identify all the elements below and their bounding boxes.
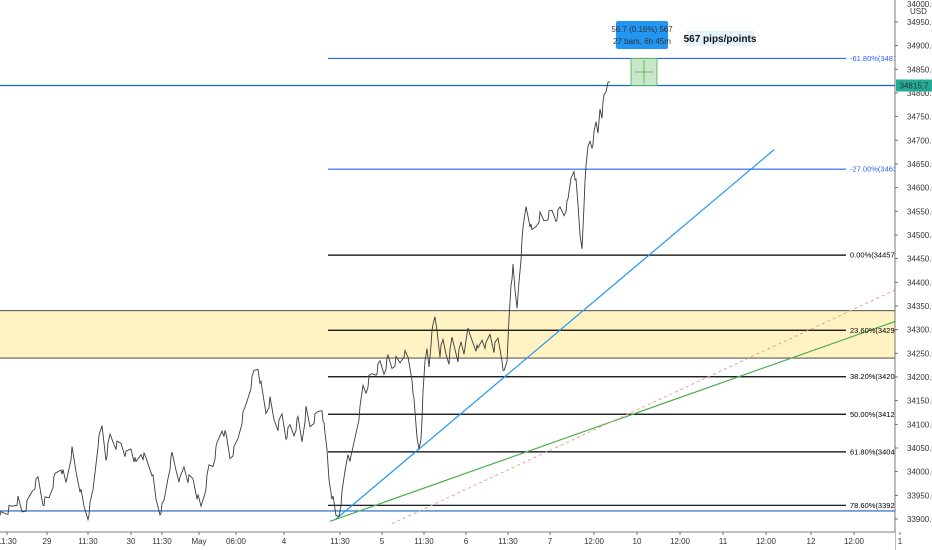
price-tick-label: 34450.0	[907, 255, 932, 264]
price-tick-label: 34600.0	[907, 184, 932, 193]
fib-labels-layer: -61.80%(34872.9) -27.00%(34638.9) 0.00%(34…	[850, 54, 911, 510]
price-tick-label: 33900.0	[907, 515, 932, 524]
trendline-green[interactable]	[329, 307, 932, 522]
time-tick-label: 11:30	[330, 537, 350, 546]
fib-level-label: 61.80%(34041.8)	[850, 447, 908, 456]
price-tick-label: 34400.0	[907, 278, 932, 287]
time-tick-label: 12:00	[844, 537, 865, 546]
time-tick-label: 10	[633, 537, 642, 546]
price-layer	[0, 81, 611, 522]
trendline-layer	[329, 149, 932, 525]
fib-level-label: 50.00%(34121.2)	[850, 410, 908, 419]
price-tick-label: 34000.0	[907, 468, 932, 477]
annotation-text: 567 pips/points	[684, 34, 757, 45]
annotation-box	[686, 31, 754, 46]
fib-level-label: -27.00%(34638.9)	[850, 165, 911, 174]
price-tick-label: 34300.0	[907, 326, 932, 335]
trendline-blue[interactable]	[335, 149, 775, 520]
fib-level-label: 38.20%(34200.5)	[850, 372, 908, 381]
last-price-label: 34815.7	[900, 82, 929, 91]
price-series-line	[0, 81, 611, 522]
support-resistance-zone[interactable]	[0, 310, 895, 359]
time-tick-label: 12	[807, 537, 816, 546]
time-tick-label: 11:30	[152, 537, 172, 546]
price-tick-label: 33950.0	[907, 491, 932, 500]
time-tick-label: 4	[282, 537, 287, 546]
price-tick-label: 34850.0	[907, 65, 932, 74]
fib-level-label: -61.80%(34872.9)	[850, 54, 911, 63]
level-lines-layer	[0, 57, 895, 512]
measure-tooltip	[616, 21, 668, 49]
time-axis-background	[0, 532, 895, 550]
time-tick-label: 12:00	[756, 537, 777, 546]
price-tick-label: 34150.0	[907, 397, 932, 406]
price-axis[interactable]: 34000.0USD33900.033950.034000.034050.034…	[894, 0, 932, 550]
last-price-badge[interactable]	[896, 79, 932, 92]
price-axis-background	[895, 0, 932, 550]
price-tick-label: 34050.0	[907, 444, 932, 453]
price-tick-label: 34550.0	[907, 207, 932, 216]
price-tick-label: 34800.0	[907, 89, 932, 98]
time-tick-label: 11:30	[414, 537, 434, 546]
price-axis-unit: USD	[910, 7, 927, 16]
time-tick-label: 7	[548, 537, 553, 546]
price-tick-label: 34950.0	[907, 18, 932, 27]
time-tick-label: 6	[464, 537, 469, 546]
time-tick-label: 5	[380, 537, 385, 546]
time-tick-label: 29	[43, 537, 52, 546]
price-tick-label: 34100.0	[907, 420, 932, 429]
measure-layer: 56.7 (0.16%) 567 27 bars, 6h 45m 567 pips/…	[611, 21, 757, 86]
time-tick-label: 12:00	[670, 537, 691, 546]
fib-level-label: 0.00%(34457.4)	[850, 251, 904, 260]
price-tick-label: 34750.0	[907, 113, 932, 122]
time-tick-label: 06:00	[226, 537, 247, 546]
time-tick-label: 12:00	[584, 537, 605, 546]
price-tick-label: 34200.0	[907, 373, 932, 382]
time-tick-label: 1	[898, 537, 903, 546]
zone-layer	[0, 310, 895, 359]
measure-tooltip-line2: 27 bars, 6h 45m	[613, 37, 671, 46]
price-tick-label: 34900.0	[907, 42, 932, 51]
time-tick-label: 11:30	[78, 537, 98, 546]
price-tick-label: 34650.0	[907, 160, 932, 169]
price-tick-label: 34700.0	[907, 136, 932, 145]
measure-tooltip-line1: 56.7 (0.16%) 567	[611, 25, 673, 34]
time-axis[interactable]: 11:30 29 11:30 30 11:30 May 06:00 4 11:30 5 11:30 6…	[0, 531, 903, 550]
fib-level-label: 78.60%(33928.9)	[850, 501, 908, 510]
price-tick-label: 34250.0	[907, 349, 932, 358]
time-tick-label: 30	[127, 537, 136, 546]
time-tick-label: May	[191, 537, 206, 546]
fib-level-label: 23.60%(34298.7)	[850, 326, 908, 335]
price-tick-label: 34350.0	[907, 302, 932, 311]
time-tick-label: 11	[719, 537, 728, 546]
time-tick-label: 11:30	[0, 537, 17, 546]
price-axis-top-label: 34000.0	[907, 0, 932, 9]
price-tick-label: 34500.0	[907, 231, 932, 240]
time-tick-label: 11:30	[498, 537, 518, 546]
